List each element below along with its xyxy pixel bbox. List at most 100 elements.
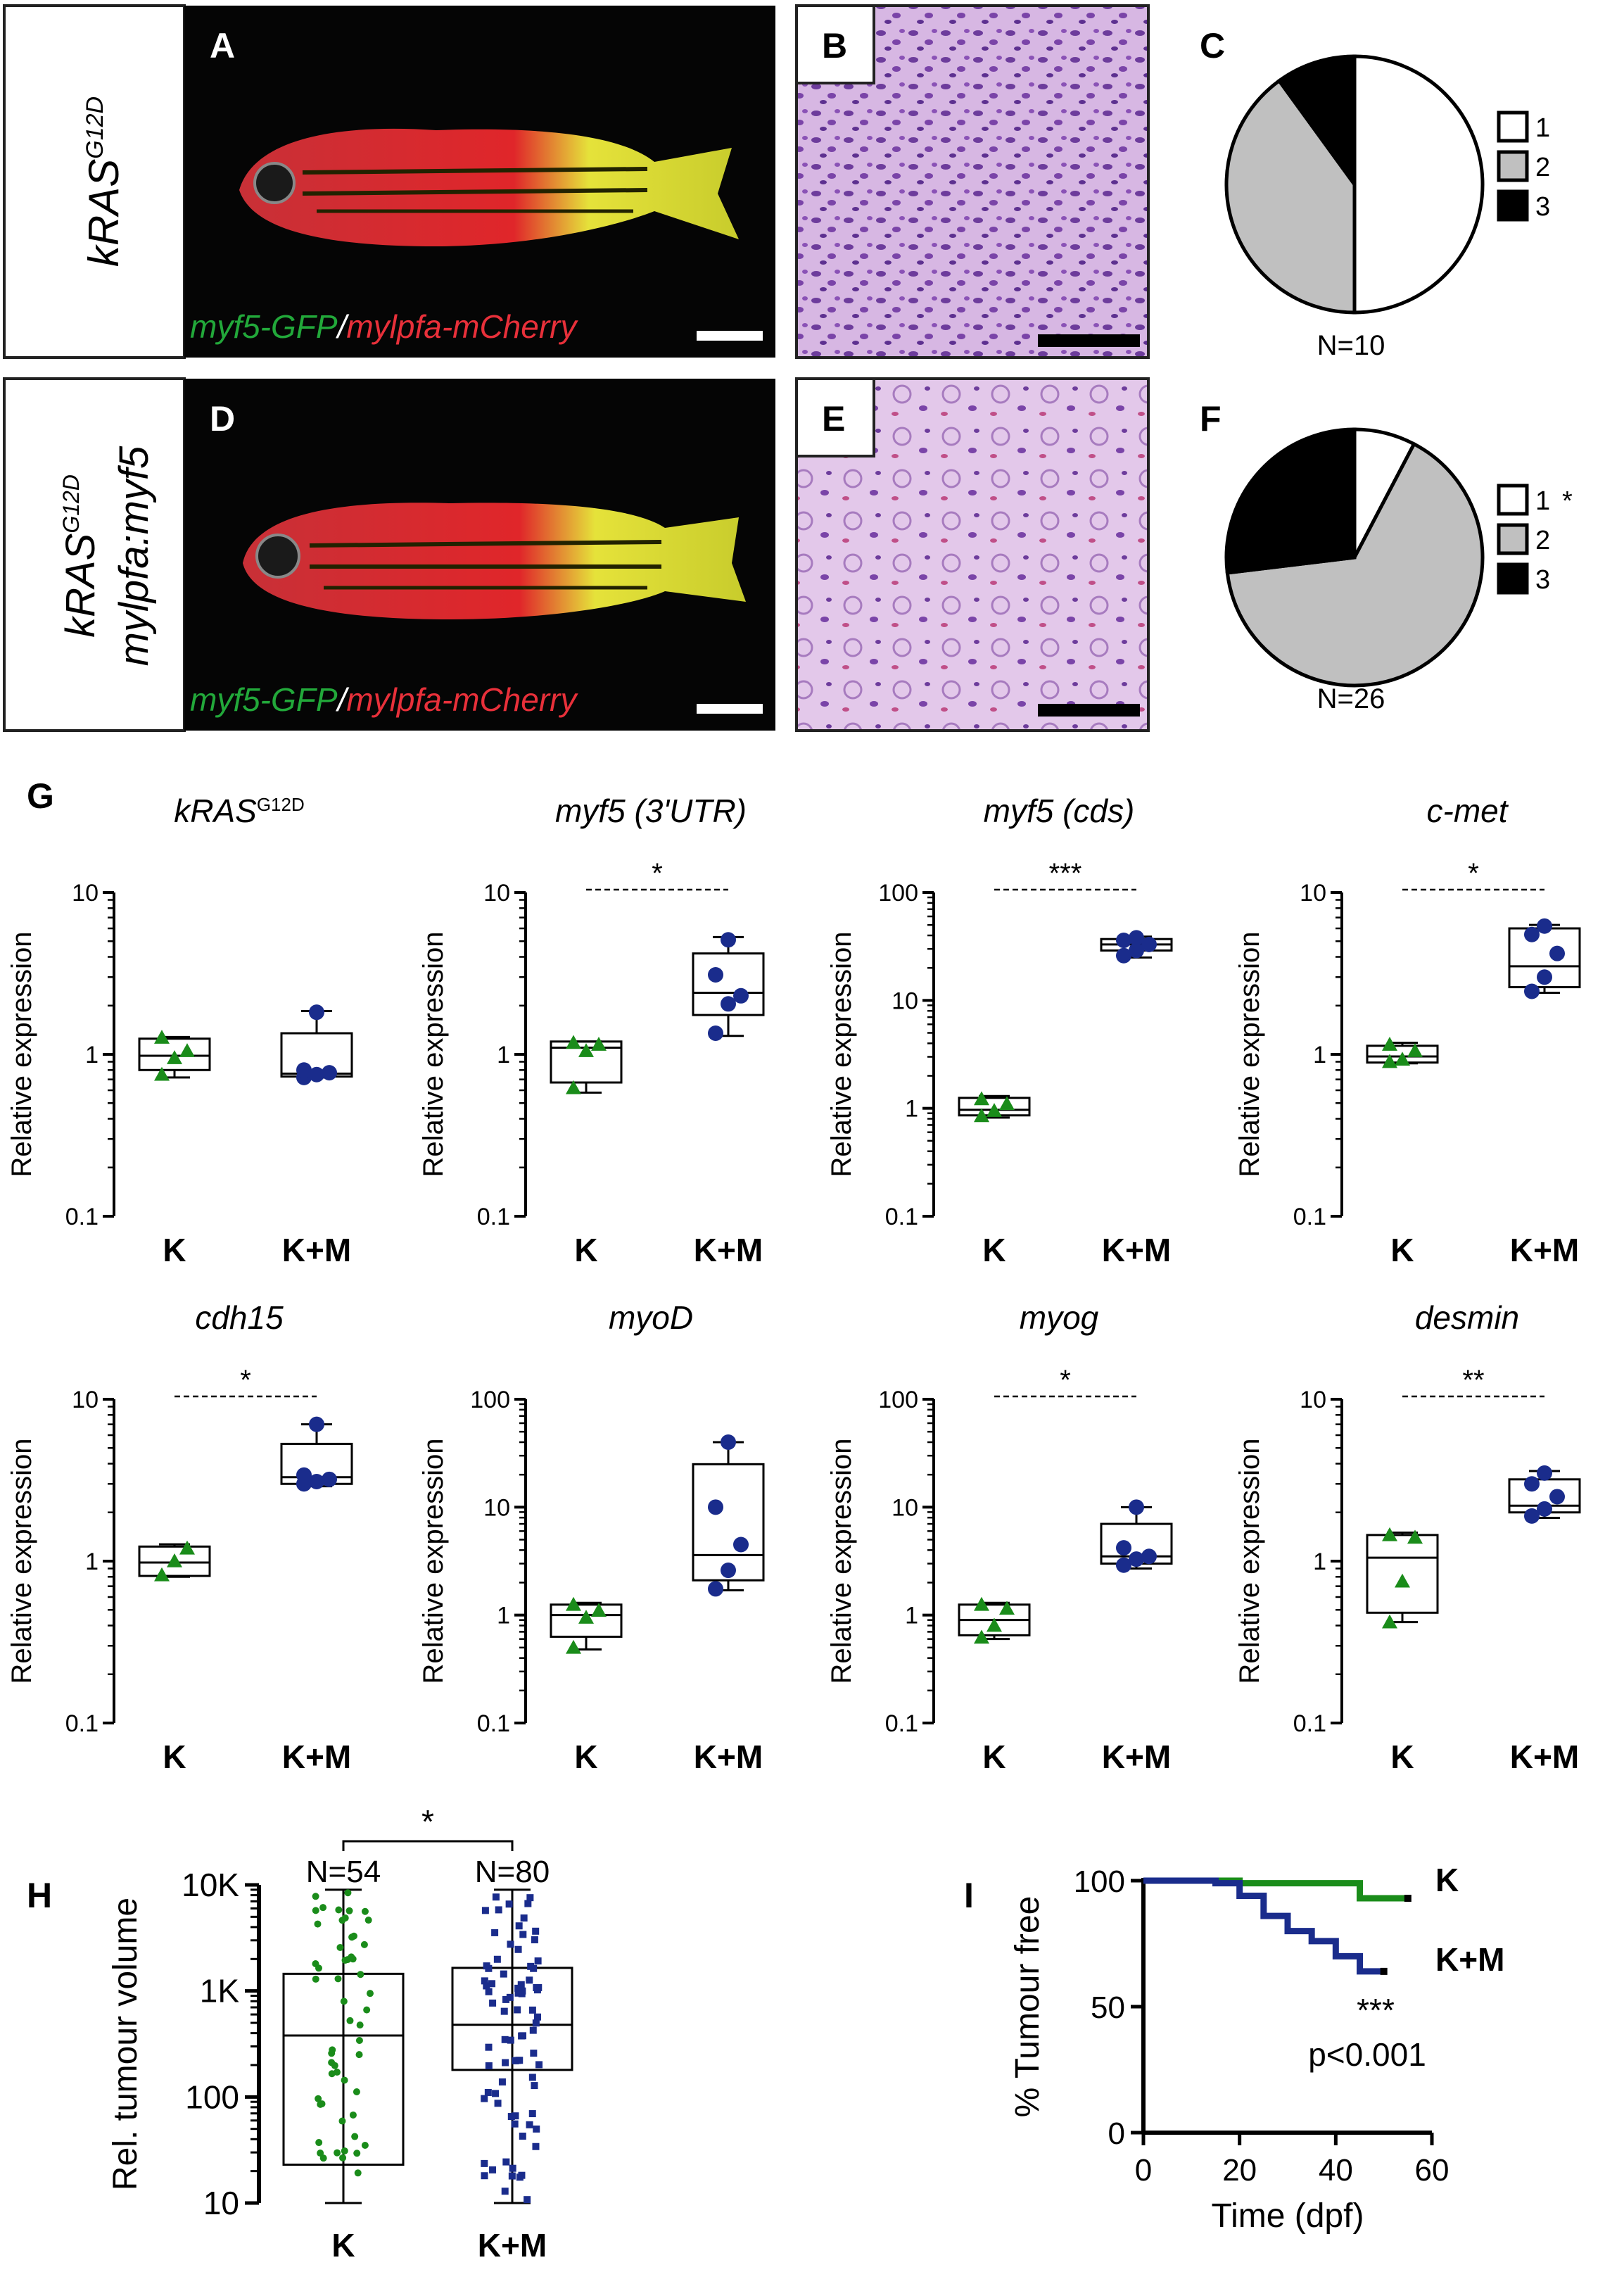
data-point-km bbox=[481, 2159, 488, 2167]
data-point-km bbox=[1141, 936, 1157, 952]
data-point-km bbox=[524, 2196, 531, 2204]
legend-label-3: 3 bbox=[1535, 565, 1550, 595]
data-point-k bbox=[974, 1108, 989, 1123]
data-point-km bbox=[514, 1984, 522, 1992]
data-point-km bbox=[498, 2078, 506, 2085]
data-point-km bbox=[1129, 1499, 1144, 1515]
genotype-box-a bbox=[3, 4, 186, 359]
data-point-k bbox=[154, 1567, 170, 1582]
data-point-km bbox=[494, 2100, 502, 2107]
data-point-km bbox=[528, 2006, 536, 2014]
panel-title: cdh15 bbox=[195, 1299, 284, 1336]
x-category-label: K+M bbox=[1510, 1232, 1579, 1268]
data-point-k bbox=[363, 2006, 371, 2014]
data-point-km bbox=[526, 2121, 533, 2128]
panel-title: c-met bbox=[1427, 793, 1509, 829]
data-point-km bbox=[484, 2088, 492, 2096]
data-point-km bbox=[529, 2026, 537, 2034]
y-tick-label: 0.1 bbox=[1293, 1710, 1326, 1737]
tumour-free-plot: 0 50 100 0 20 40 60 Time (dpf) % Tumour free K K+M… bbox=[1009, 1862, 1504, 2235]
data-point-k bbox=[346, 2017, 354, 2024]
data-point-k bbox=[999, 1601, 1015, 1615]
data-point-k bbox=[987, 1103, 1002, 1117]
data-point-km bbox=[733, 987, 749, 1004]
data-point-k bbox=[1395, 1573, 1410, 1588]
data-point-k bbox=[999, 1096, 1015, 1111]
data-point-km bbox=[516, 2173, 524, 2181]
data-point-km bbox=[533, 2125, 540, 2133]
boxplot-G2: myf5 (3'UTR) Relative expression 0.1 1 10 K K+… bbox=[418, 793, 765, 1268]
y-tick-label: 10 bbox=[72, 1387, 99, 1413]
data-point-km bbox=[492, 2090, 500, 2097]
data-point-km bbox=[733, 1536, 749, 1553]
data-point-k bbox=[335, 1906, 343, 1914]
data-point-km bbox=[508, 2172, 516, 2180]
data-point-k bbox=[338, 1917, 346, 1924]
significance-stars: *** bbox=[1049, 858, 1082, 889]
panel-letter-e: E bbox=[822, 399, 845, 438]
scale-bar-b bbox=[1038, 334, 1140, 347]
data-point-km bbox=[524, 1900, 532, 1907]
fish-photo-d bbox=[184, 379, 775, 731]
data-point-km bbox=[485, 2043, 493, 2051]
data-point-k bbox=[341, 2076, 348, 2084]
panel-title: myoD bbox=[609, 1299, 693, 1336]
significance-stars: * bbox=[1060, 1365, 1071, 1396]
y-tick-label: 0.1 bbox=[65, 1204, 99, 1230]
data-point-k bbox=[179, 1043, 195, 1057]
significance-stars: * bbox=[652, 858, 663, 889]
data-point-k bbox=[312, 1960, 319, 1968]
data-point-km bbox=[485, 1964, 493, 1972]
y-axis-label: Rel. tumour volume bbox=[107, 1898, 144, 2190]
data-point-km bbox=[708, 966, 723, 983]
legend-swatch-3 bbox=[1497, 562, 1529, 595]
significance-stars: * bbox=[240, 1365, 251, 1396]
x-category-label: K+M bbox=[694, 1232, 763, 1268]
data-point-km bbox=[481, 1907, 489, 1914]
x-category-label: K+M bbox=[282, 1738, 351, 1775]
data-point-km bbox=[515, 1922, 523, 1930]
y-tick-label: 100 bbox=[1074, 1864, 1125, 1899]
pie-slice-3 bbox=[1276, 54, 1357, 190]
data-point-km bbox=[481, 2172, 488, 2180]
data-point-k bbox=[328, 2059, 336, 2066]
data-point-km bbox=[501, 2036, 509, 2043]
data-point-k bbox=[340, 1998, 348, 2005]
data-point-k bbox=[591, 1603, 607, 1617]
x-category-label: K bbox=[574, 1738, 597, 1775]
y-tick-label: 10 bbox=[483, 880, 510, 907]
data-point-k bbox=[349, 2111, 357, 2119]
data-point-km bbox=[500, 1970, 507, 1978]
y-tick-label: 0.1 bbox=[477, 1204, 510, 1230]
y-tick-label: 1 bbox=[1313, 1042, 1326, 1068]
data-point-km bbox=[527, 1962, 535, 1970]
y-tick-label: 1 bbox=[497, 1042, 510, 1068]
scale-bar-a bbox=[697, 331, 763, 341]
data-point-km bbox=[322, 1471, 337, 1487]
n-label: N=80 bbox=[475, 1855, 550, 1889]
box-K+M bbox=[692, 1463, 765, 1582]
boxplot-G6: myoD Relative expression 0.1 1 10 100 K K+M bbox=[418, 1299, 765, 1775]
data-point-k bbox=[366, 1990, 374, 1998]
pie-chart-f: 1 * 2 3 bbox=[1224, 427, 1573, 688]
data-point-km bbox=[491, 1929, 499, 1936]
data-point-km bbox=[309, 1473, 324, 1489]
data-point-k bbox=[314, 1920, 322, 1928]
data-point-k bbox=[354, 2169, 362, 2177]
legend-label-2: 2 bbox=[1535, 153, 1550, 182]
data-point-k bbox=[318, 2100, 326, 2108]
data-point-k bbox=[167, 1553, 182, 1567]
data-point-km bbox=[507, 2113, 515, 2121]
data-point-k bbox=[353, 2088, 360, 2095]
data-point-km bbox=[481, 1977, 488, 1985]
box-K+M bbox=[692, 952, 765, 1016]
y-tick-label: 0.1 bbox=[885, 1710, 918, 1737]
panel-letter-g: G bbox=[27, 776, 54, 816]
data-point-k bbox=[312, 1975, 319, 1983]
data-point-km bbox=[518, 1990, 526, 1998]
y-tick-label: 100 bbox=[470, 1387, 510, 1413]
y-tick-label: 0.1 bbox=[885, 1204, 918, 1230]
data-point-km bbox=[485, 2062, 493, 2070]
data-point-km bbox=[492, 1893, 500, 1901]
data-point-k bbox=[355, 2036, 363, 2044]
